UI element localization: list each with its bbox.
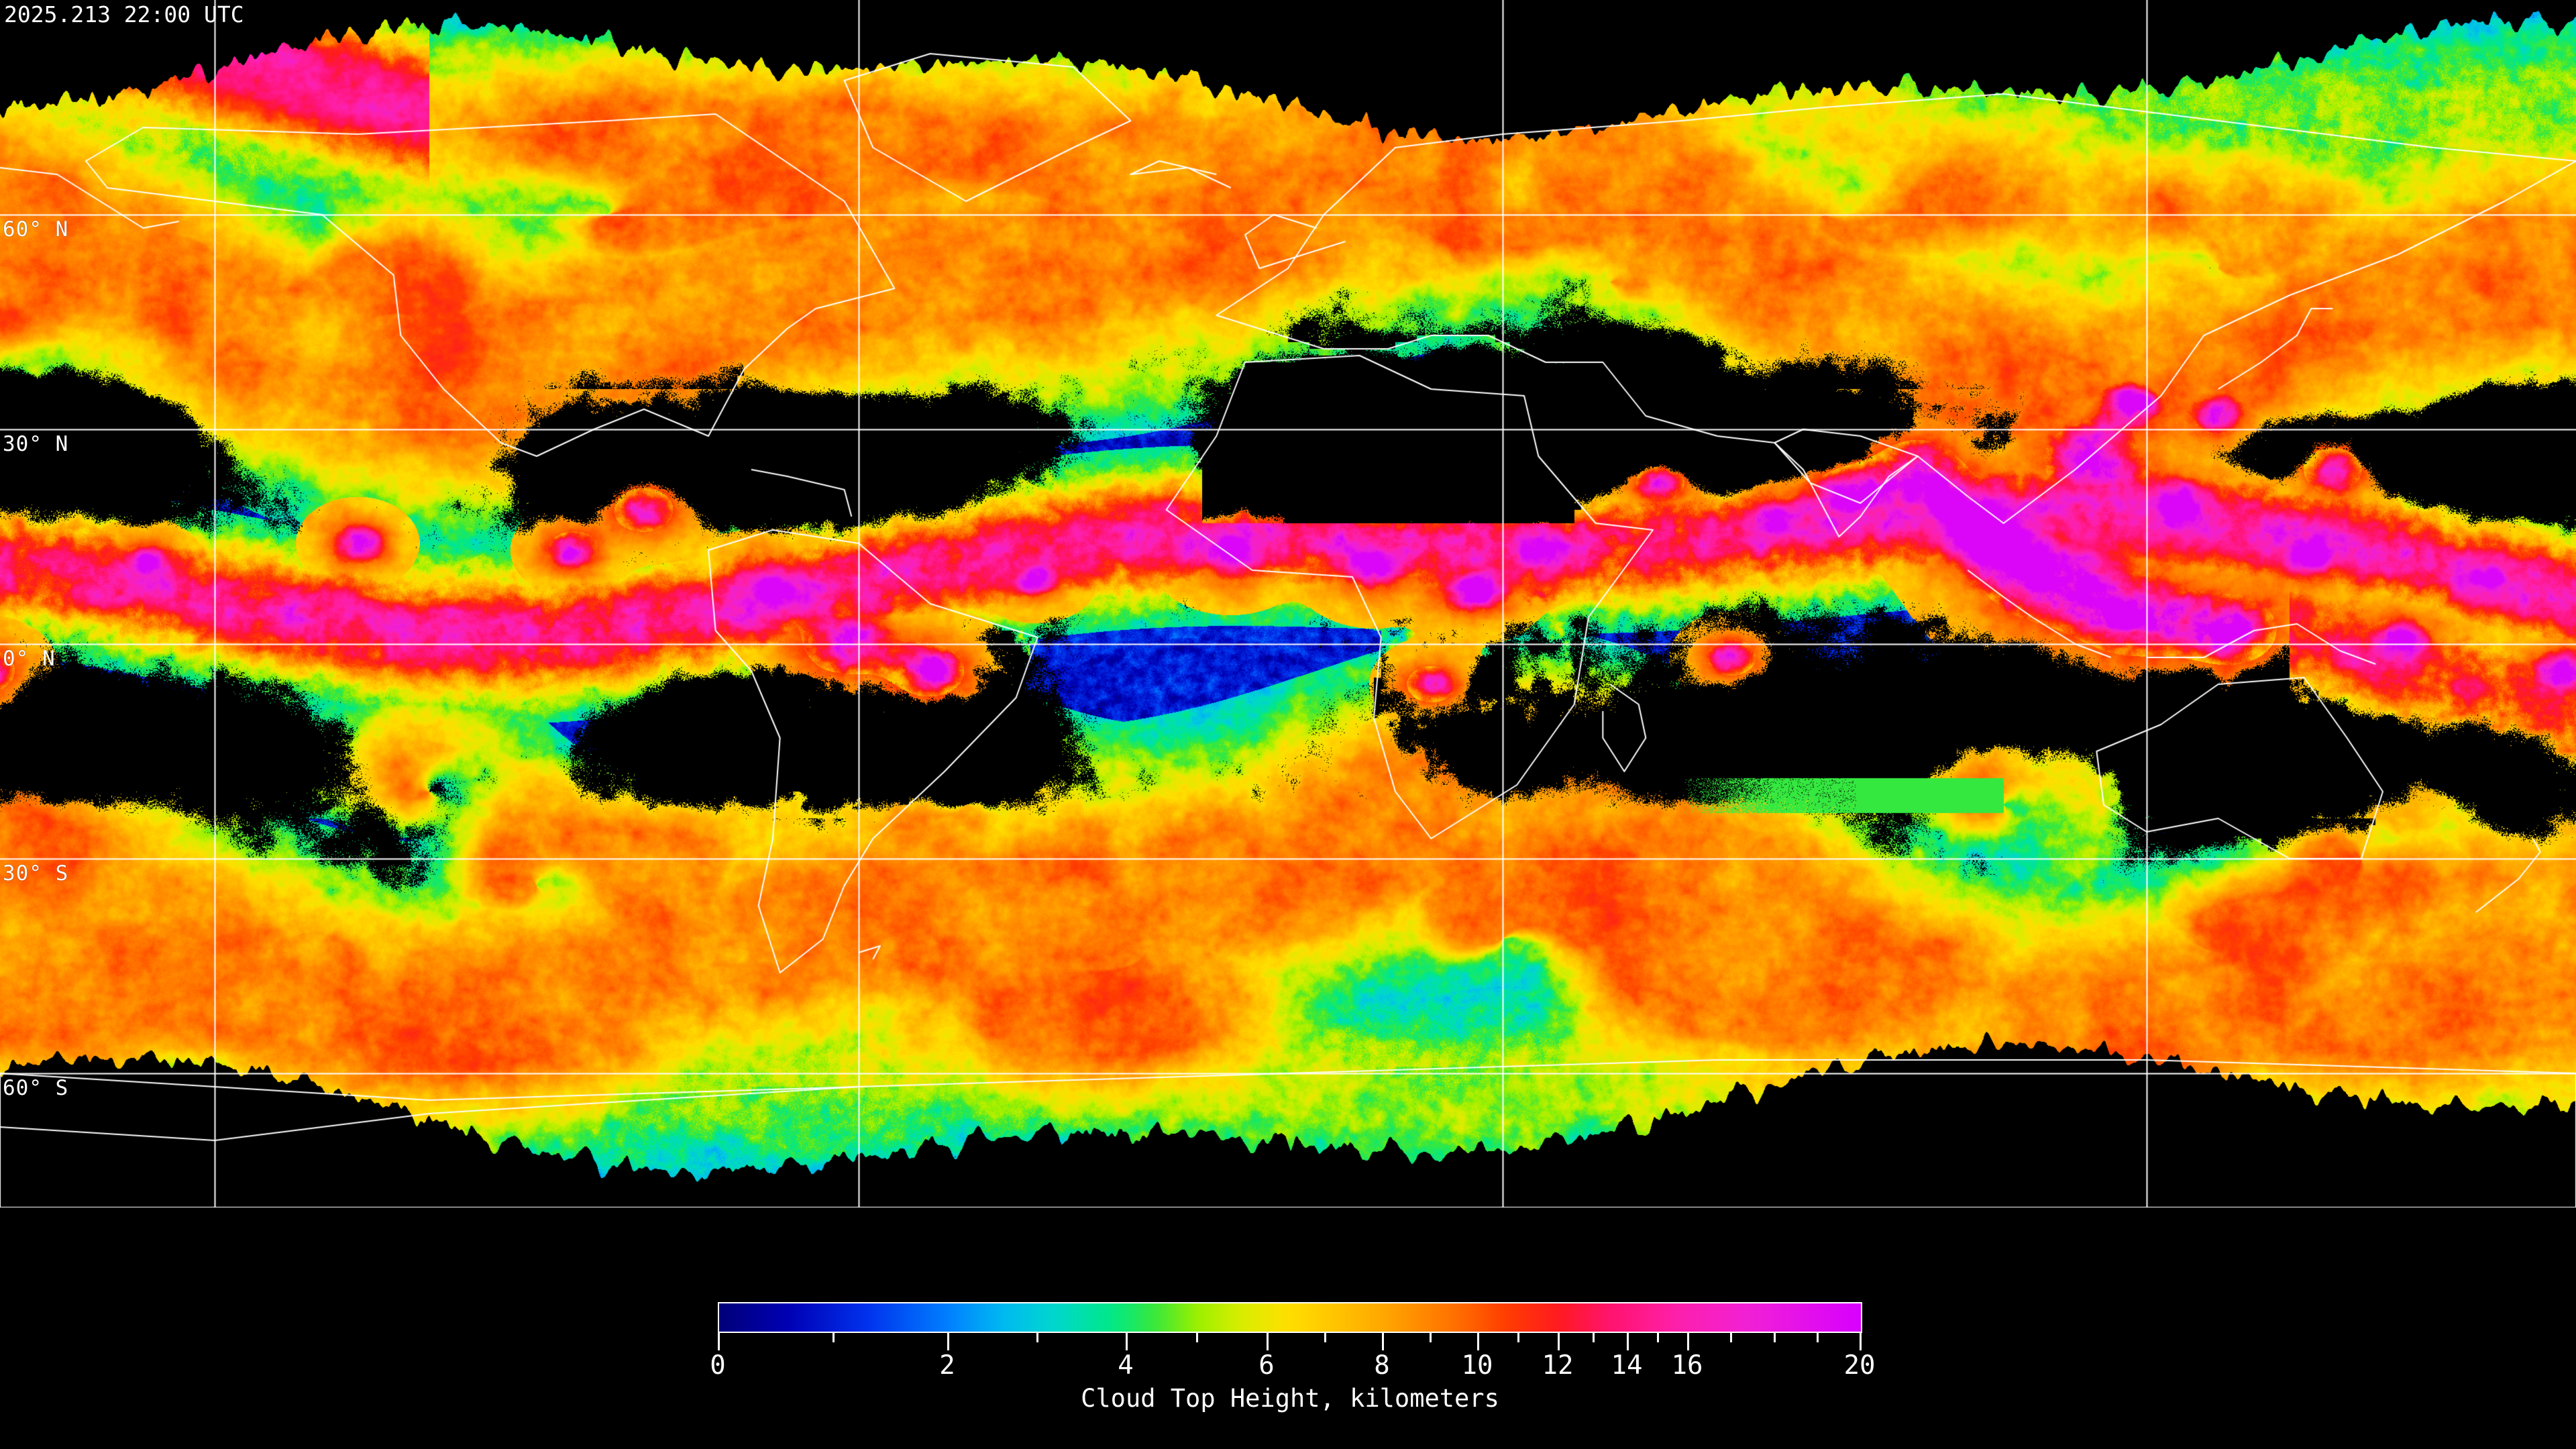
colorbar-tick-minor (833, 1333, 835, 1342)
colorbar-tick-minor (1430, 1333, 1432, 1342)
colorbar-tick-label: 20 (1844, 1350, 1876, 1381)
lat-label-60s: 60° S (3, 1076, 68, 1100)
colorbar-tick-major (1126, 1333, 1128, 1350)
colorbar-tick-minor (1593, 1333, 1595, 1342)
colorbar-tick-label: 0 (710, 1350, 725, 1381)
colorbar-caption: Cloud Top Height, kilometers (718, 1384, 1862, 1413)
colorbar-tick-label: 12 (1542, 1350, 1574, 1381)
colorbar-tick-major (947, 1333, 949, 1350)
colorbar-tick-label: 8 (1374, 1350, 1389, 1381)
colorbar-tick-major (1558, 1333, 1560, 1350)
lat-label-0: 0° N (3, 647, 56, 671)
colorbar-gradient (719, 1303, 1861, 1332)
colorbar-tick-label: 2 (939, 1350, 955, 1381)
graticule-overlay (0, 0, 2576, 1208)
colorbar-tick-minor (1324, 1333, 1326, 1342)
colorbar-tick-major (1267, 1333, 1269, 1350)
colorbar-tick-label: 16 (1672, 1350, 1703, 1381)
colorbar-tick-label: 10 (1462, 1350, 1493, 1381)
colorbar-tick-major (1627, 1333, 1629, 1350)
colorbar-tick-minor (1730, 1333, 1732, 1342)
colorbar-tick-minor (1817, 1333, 1819, 1342)
colorbar-tick-major (1382, 1333, 1384, 1350)
colorbar-tick-labels: 0 2 4 6 8 10 12 14 16 20 (718, 1350, 1862, 1380)
lat-label-60n: 60° N (3, 217, 68, 241)
lat-label-30n: 30° N (3, 432, 68, 456)
cloud-top-height-map-figure: 60° N 30° N 0° N 30° S 60° S 2025.213 22… (0, 0, 2576, 1449)
timestamp-label: 2025.213 22:00 UTC (4, 1, 244, 28)
colorbar-tick-major (1477, 1333, 1479, 1350)
colorbar: 0 2 4 6 8 10 12 14 16 20 Cloud Top Height, kilome… (718, 1302, 1860, 1333)
colorbar-gradient-frame (718, 1302, 1862, 1333)
colorbar-tick-minor (1196, 1333, 1198, 1342)
colorbar-tick-minor (1774, 1333, 1776, 1342)
colorbar-tick-major (1860, 1333, 1862, 1350)
colorbar-ticks (718, 1333, 1862, 1350)
colorbar-tick-label: 4 (1118, 1350, 1133, 1381)
lat-label-30s: 30° S (3, 861, 68, 885)
colorbar-tick-minor (1517, 1333, 1519, 1342)
colorbar-tick-major (718, 1333, 720, 1350)
colorbar-tick-minor (1036, 1333, 1038, 1342)
colorbar-tick-major (1687, 1333, 1689, 1350)
world-map-panel: 60° N 30° N 0° N 30° S 60° S (0, 0, 2576, 1208)
colorbar-tick-label: 6 (1258, 1350, 1274, 1381)
colorbar-tick-minor (1657, 1333, 1659, 1342)
colorbar-tick-label: 14 (1611, 1350, 1643, 1381)
